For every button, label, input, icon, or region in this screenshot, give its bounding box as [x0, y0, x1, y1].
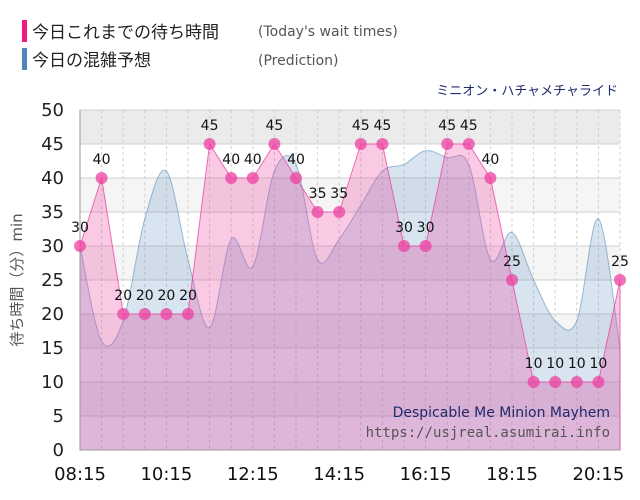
- today-point-label: 40: [222, 152, 240, 168]
- today-point-label: 30: [395, 220, 413, 236]
- today-point-label: 25: [611, 254, 629, 270]
- today-point-label: 40: [481, 152, 499, 168]
- today-point: [592, 376, 605, 388]
- y-tick-label: 10: [41, 372, 64, 393]
- today-point: [419, 240, 432, 252]
- today-point-label: 35: [309, 186, 327, 202]
- grid-band: [80, 212, 620, 246]
- plot-background: [80, 110, 620, 450]
- y-tick-label: 0: [53, 440, 64, 461]
- today-point: [549, 376, 562, 388]
- grid-band: [80, 314, 620, 348]
- y-tick-label: 15: [41, 338, 64, 359]
- today-point-label: 20: [136, 288, 154, 304]
- grid-band: [80, 280, 620, 314]
- today-point: [614, 274, 626, 286]
- today-point-label: 30: [71, 220, 89, 236]
- today-point-label: 45: [373, 118, 391, 134]
- grid-band: [80, 110, 620, 144]
- today-point: [246, 172, 259, 184]
- today-point-label: 40: [244, 152, 262, 168]
- today-point: [138, 308, 151, 320]
- x-tick-label: 14:15: [313, 464, 365, 485]
- today-point-label: 20: [114, 288, 132, 304]
- today-point: [225, 172, 238, 184]
- today-point-label: 25: [503, 254, 521, 270]
- y-tick-label: 50: [41, 100, 64, 121]
- grid-band: [80, 246, 620, 280]
- today-point: [333, 206, 346, 218]
- today-point-label: 40: [93, 152, 111, 168]
- today-point: [506, 274, 518, 286]
- today-point: [398, 240, 410, 252]
- y-tick-label: 5: [53, 406, 64, 427]
- grid-band: [80, 144, 620, 178]
- today-point-label: 45: [438, 118, 456, 134]
- today-point: [95, 172, 108, 184]
- y-tick-label: 45: [41, 134, 64, 155]
- y-tick-label: 25: [41, 270, 64, 291]
- today-point-label: 45: [460, 118, 478, 134]
- watermark-ride-name: Despicable Me Minion Mayhem: [393, 405, 610, 421]
- y-tick-labels: 0 5 10 15 20 25 30 35 40 45 50: [41, 100, 64, 461]
- today-point: [527, 376, 540, 388]
- grid-band: [80, 416, 620, 450]
- today-point: [441, 138, 454, 150]
- today-point-label: 20: [157, 288, 175, 304]
- today-legend-swatch: [22, 20, 27, 42]
- today-point: [203, 138, 216, 150]
- watermark-url: https://usjreal.asumirai.info: [366, 425, 610, 441]
- today-point-label: 45: [265, 118, 283, 134]
- today-point-label: 10: [546, 356, 564, 372]
- today-point-label: 10: [568, 356, 586, 372]
- x-tick-label: 20:15: [572, 464, 624, 485]
- today-point-label: 20: [179, 288, 197, 304]
- today-point: [311, 206, 324, 218]
- today-point: [354, 138, 367, 150]
- today-point: [268, 138, 281, 150]
- x-tick-label: 10:15: [140, 464, 192, 485]
- today-point: [160, 308, 173, 320]
- today-point-label: 35: [330, 186, 348, 202]
- today-point: [290, 172, 302, 184]
- y-tick-label: 40: [41, 168, 64, 189]
- y-axis-label: 待ち時間（分）min: [8, 213, 26, 346]
- x-tick-labels: 08:15 10:15 12:15 14:15 16:15 18:15 20:15: [54, 464, 624, 485]
- x-tick-label: 18:15: [486, 464, 538, 485]
- x-tick-label: 08:15: [54, 464, 106, 485]
- today-points: [74, 138, 626, 388]
- today-point: [117, 308, 130, 320]
- today-point-label: 40: [287, 152, 305, 168]
- today-point-label: 10: [589, 356, 607, 372]
- y-tick-label: 35: [41, 202, 64, 223]
- prediction-legend-swatch: [22, 48, 27, 70]
- today-point-label: 45: [352, 118, 370, 134]
- prediction-legend-note: (Prediction): [258, 53, 338, 69]
- y-tick-label: 30: [41, 236, 64, 257]
- prediction-area: [79, 150, 621, 451]
- today-point: [484, 172, 497, 184]
- ride-name-jp: ミニオン・ハチャメチャライド: [436, 84, 618, 99]
- prediction-legend-label: 今日の混雑予想: [32, 51, 151, 71]
- today-point: [462, 138, 475, 150]
- today-point: [74, 240, 86, 252]
- grid-band: [80, 178, 620, 212]
- today-legend-note: (Today's wait times): [258, 24, 398, 40]
- today-point-label: 30: [417, 220, 435, 236]
- x-tick-label: 16:15: [400, 464, 452, 485]
- today-point-label: 10: [525, 356, 543, 372]
- today-legend-label: 今日これまでの待ち時間: [32, 23, 219, 43]
- today-point: [570, 376, 583, 388]
- x-tick-label: 12:15: [227, 464, 279, 485]
- today-point: [182, 308, 194, 320]
- plot-frame: [79, 110, 620, 451]
- today-point-label: 45: [201, 118, 219, 134]
- today-point: [376, 138, 389, 150]
- grid-band: [80, 382, 620, 416]
- y-tick-label: 20: [41, 304, 64, 325]
